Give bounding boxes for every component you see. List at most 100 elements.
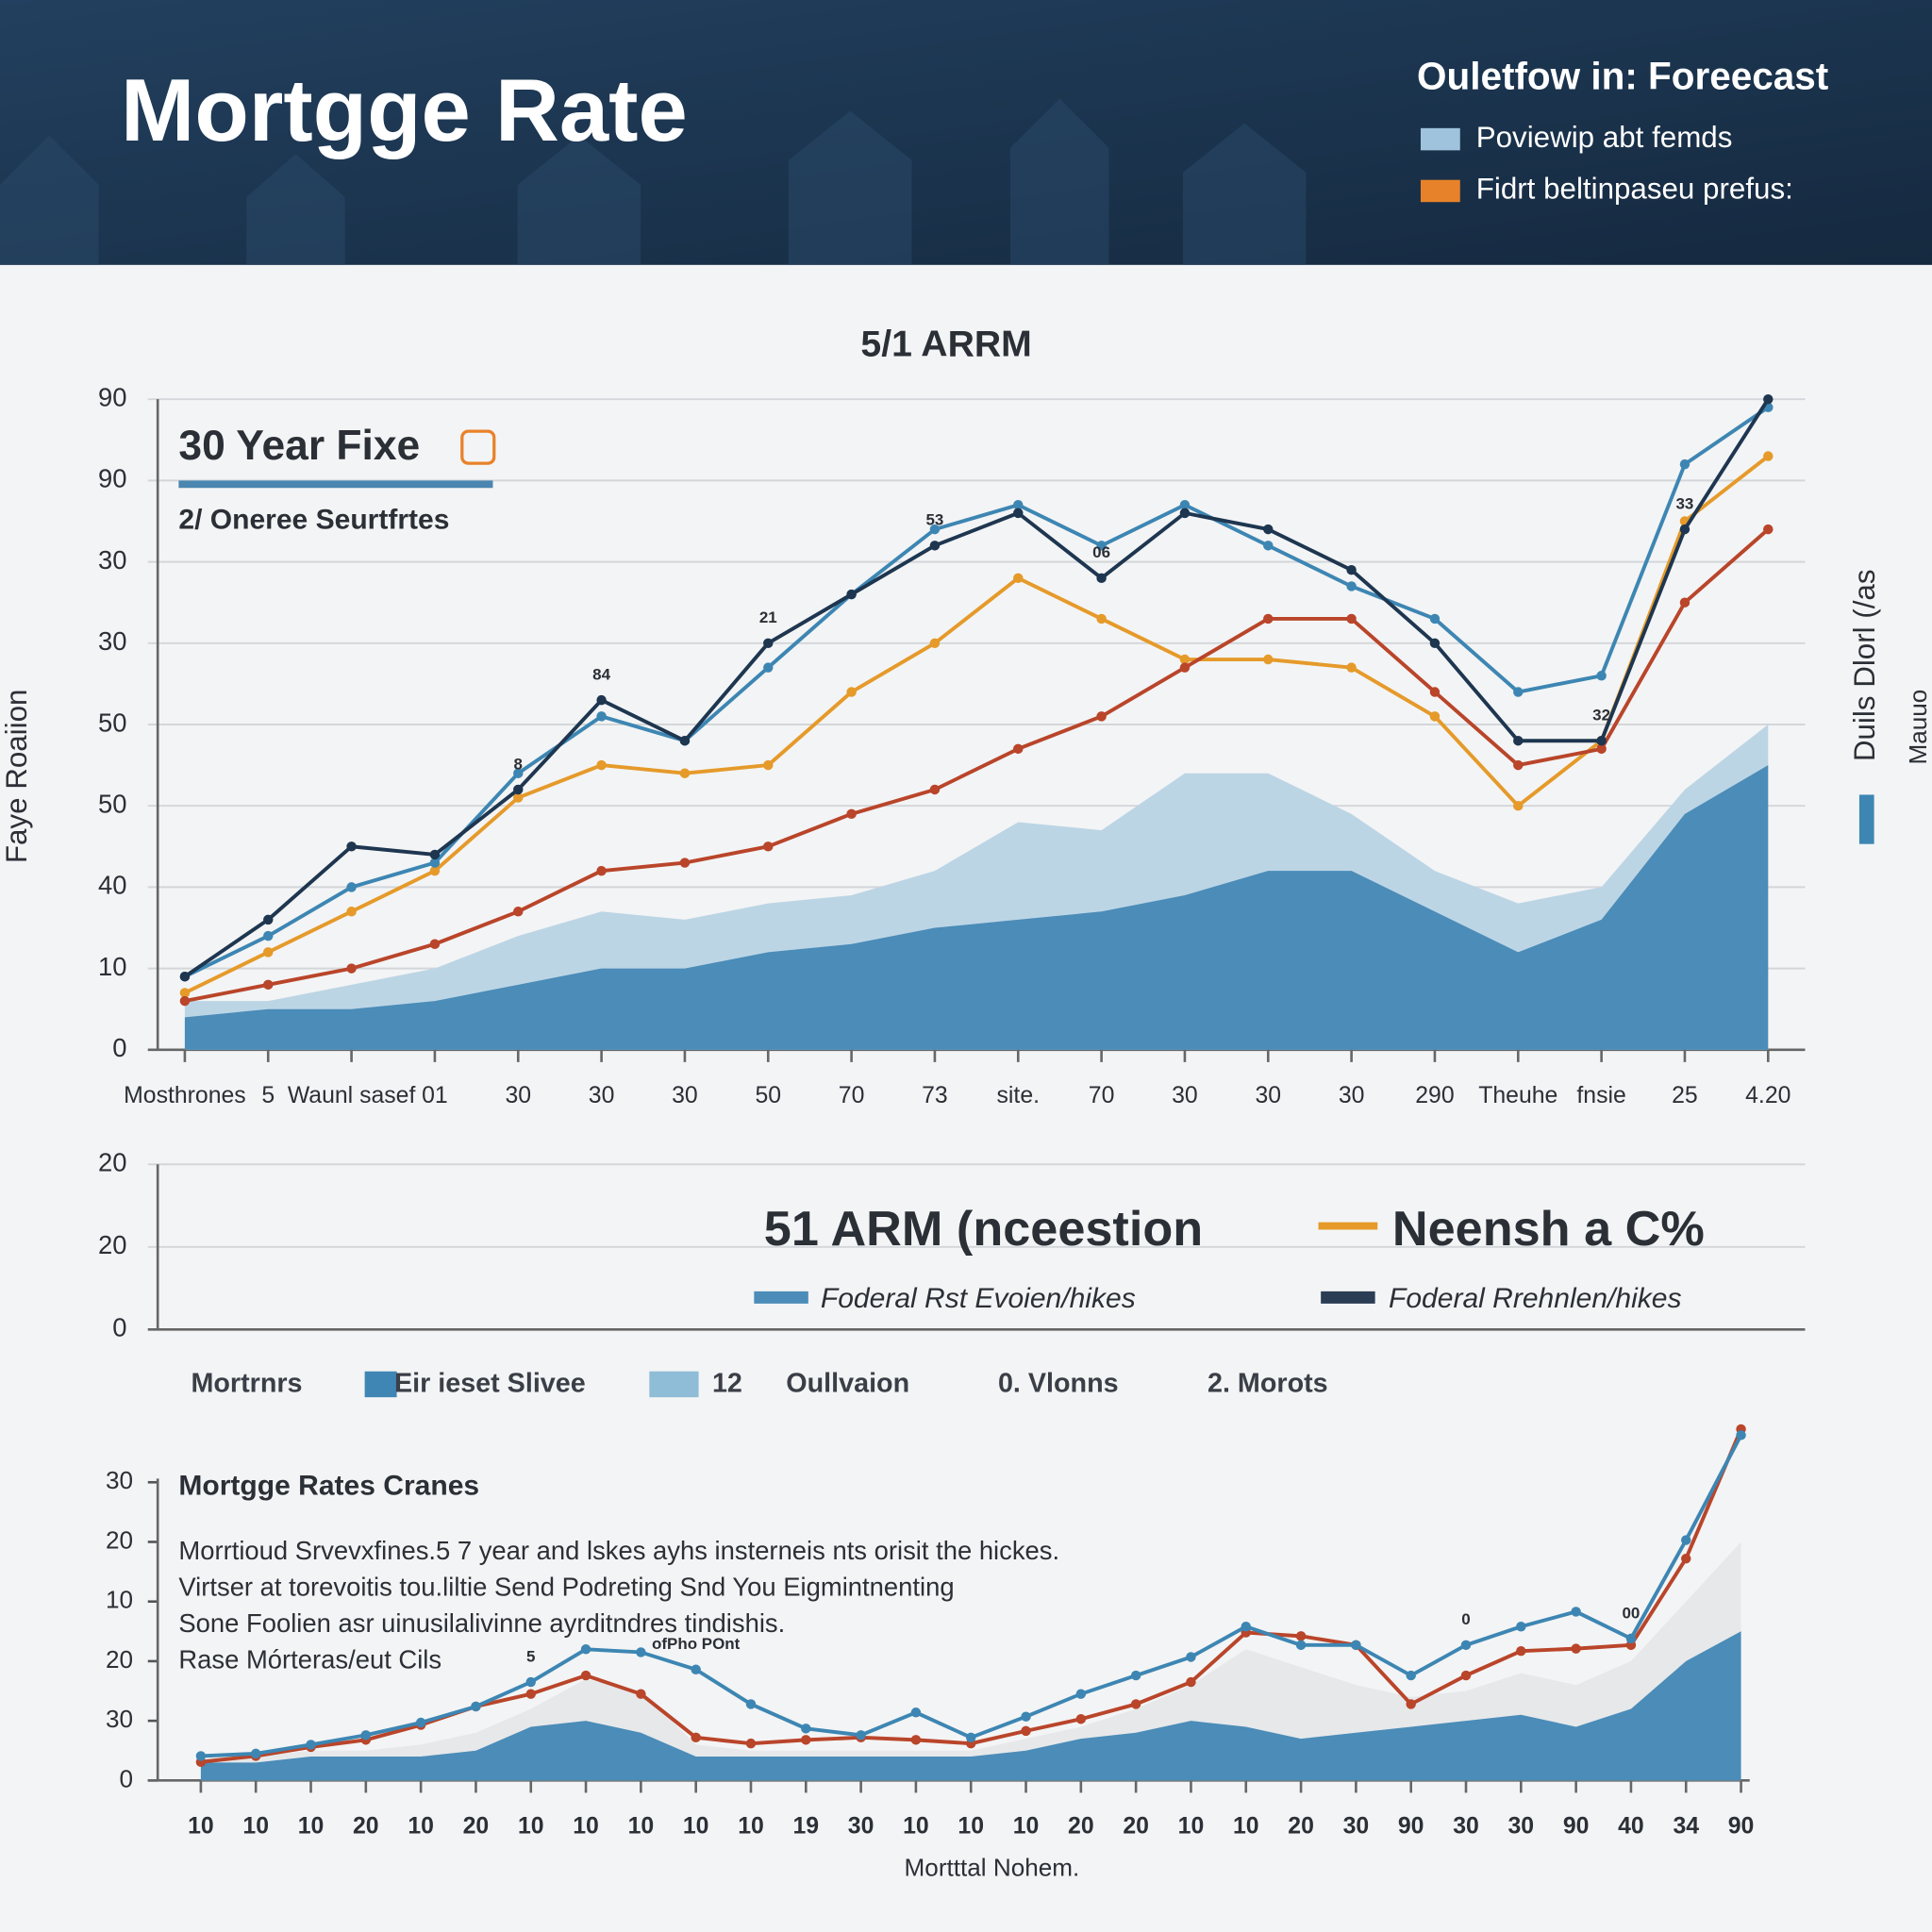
point-marker xyxy=(1075,1714,1087,1724)
point-marker xyxy=(801,1735,811,1745)
point-marker xyxy=(513,768,524,778)
description-line: Morrtioud Srvevxfines.5 7 year and lskes… xyxy=(178,1536,1059,1565)
x-tick-label: 10 xyxy=(738,1814,764,1840)
x-tick-label: 4.20 xyxy=(1745,1083,1790,1108)
footer-label: Eir ieset Slivee xyxy=(394,1369,586,1399)
y-tick-label: 0 xyxy=(112,1313,126,1342)
series-line xyxy=(184,527,1770,1004)
point-marker xyxy=(763,638,774,649)
y-tick-label: 10 xyxy=(98,952,126,981)
point-marker xyxy=(846,687,857,697)
point-marker xyxy=(1021,1711,1031,1722)
point-marker xyxy=(1513,736,1524,746)
point-label: 21 xyxy=(759,608,777,626)
x-tick-label: 30 xyxy=(1343,1814,1370,1840)
point-marker xyxy=(1596,736,1607,746)
y-tick-label: 50 xyxy=(98,789,126,818)
footer-label: 0. Vlonns xyxy=(998,1369,1119,1399)
point-marker xyxy=(1346,662,1357,673)
point-marker xyxy=(929,784,941,795)
x-tick-label: 10 xyxy=(903,1814,929,1840)
point-marker xyxy=(1460,1640,1472,1651)
x-tick-label: site. xyxy=(997,1083,1040,1108)
point-label: 0 xyxy=(1461,1610,1470,1628)
point-marker xyxy=(1596,743,1607,755)
legend-label: Poviewip abt femds xyxy=(1476,121,1733,154)
legend-label: Foderal Rrehnlen/hikes xyxy=(1389,1283,1682,1314)
x-tick-label: 20 xyxy=(1123,1814,1149,1840)
x-tick-label: 70 xyxy=(1089,1083,1115,1108)
legend-swatch xyxy=(1420,127,1460,151)
footer-label: 12 xyxy=(712,1369,742,1399)
point-marker xyxy=(429,865,441,876)
series-line xyxy=(184,406,1770,978)
point-marker xyxy=(966,1732,976,1743)
point-marker xyxy=(1679,458,1690,470)
x-tick-label: 20 xyxy=(463,1814,490,1840)
side-note: Mauuo xyxy=(1904,690,1932,765)
point-marker xyxy=(513,784,524,795)
point-marker xyxy=(1263,654,1274,665)
y-tick-label: 40 xyxy=(98,871,126,900)
point-marker xyxy=(1513,800,1524,811)
point-marker xyxy=(1295,1640,1307,1651)
point-marker xyxy=(1179,508,1191,519)
point-marker xyxy=(1263,613,1274,625)
point-marker xyxy=(596,694,607,706)
point-marker xyxy=(360,1730,372,1740)
point-marker xyxy=(929,638,941,649)
y-tick-label: 0 xyxy=(120,1764,134,1792)
y-tick-label: 30 xyxy=(106,1466,133,1494)
x-tick-label: 10 xyxy=(1013,1814,1040,1840)
footer-swatch xyxy=(364,1371,397,1398)
x-tick-label: 73 xyxy=(922,1083,948,1108)
y-tick-label: 90 xyxy=(98,382,126,411)
point-marker xyxy=(195,1751,207,1761)
y-tick-label: 30 xyxy=(98,626,126,656)
point-marker xyxy=(763,759,774,771)
point-marker xyxy=(636,1689,646,1699)
point-marker xyxy=(1429,711,1441,722)
point-marker xyxy=(525,1676,536,1688)
legend-label: Fidrt beltinpaseu prefus: xyxy=(1476,173,1793,206)
point-marker xyxy=(1736,1430,1746,1441)
point-marker xyxy=(429,849,441,860)
point-marker xyxy=(679,736,691,746)
point-marker xyxy=(596,711,607,722)
x-tick-label: 50 xyxy=(755,1083,781,1108)
point-marker xyxy=(1186,1652,1196,1662)
y-tick-label: 30 xyxy=(98,545,126,575)
legend-title: Ouletfow in: Foreecast xyxy=(1417,54,1828,97)
point-marker xyxy=(1516,1622,1526,1632)
point-label: 32 xyxy=(1592,707,1610,724)
point-marker xyxy=(1096,711,1107,722)
x-tick-label: 10 xyxy=(1178,1814,1205,1840)
x-tick-label: 10 xyxy=(408,1814,434,1840)
x-tick-label: 10 xyxy=(573,1814,599,1840)
point-marker xyxy=(1406,1670,1416,1681)
point-marker xyxy=(263,979,274,991)
description-line: Virtser at torevoitis tou.liltie Send Po… xyxy=(178,1572,954,1601)
x-axis-label: Mortttal Nohem. xyxy=(905,1853,1080,1881)
x-tick-label: Mosthrones xyxy=(124,1083,246,1108)
y-tick-label: 20 xyxy=(98,1230,126,1259)
point-marker xyxy=(691,1732,701,1743)
point-marker xyxy=(1186,1676,1196,1688)
point-label: 84 xyxy=(592,666,610,684)
point-marker xyxy=(346,963,357,974)
panel-title: 51 ARM (nceestion xyxy=(764,1202,1203,1257)
point-marker xyxy=(1179,662,1191,673)
x-tick-label: 30 xyxy=(672,1083,698,1108)
footer-label: 2. Morots xyxy=(1208,1369,1328,1399)
point-marker xyxy=(1429,638,1441,649)
point-marker xyxy=(525,1689,536,1699)
y-tick-label: 20 xyxy=(98,1148,126,1177)
point-marker xyxy=(1013,743,1024,755)
area xyxy=(184,765,1769,1050)
point-marker xyxy=(1295,1631,1307,1641)
point-marker xyxy=(1263,541,1274,551)
y-tick-label: 90 xyxy=(98,464,126,493)
point-label: 53 xyxy=(925,511,943,529)
